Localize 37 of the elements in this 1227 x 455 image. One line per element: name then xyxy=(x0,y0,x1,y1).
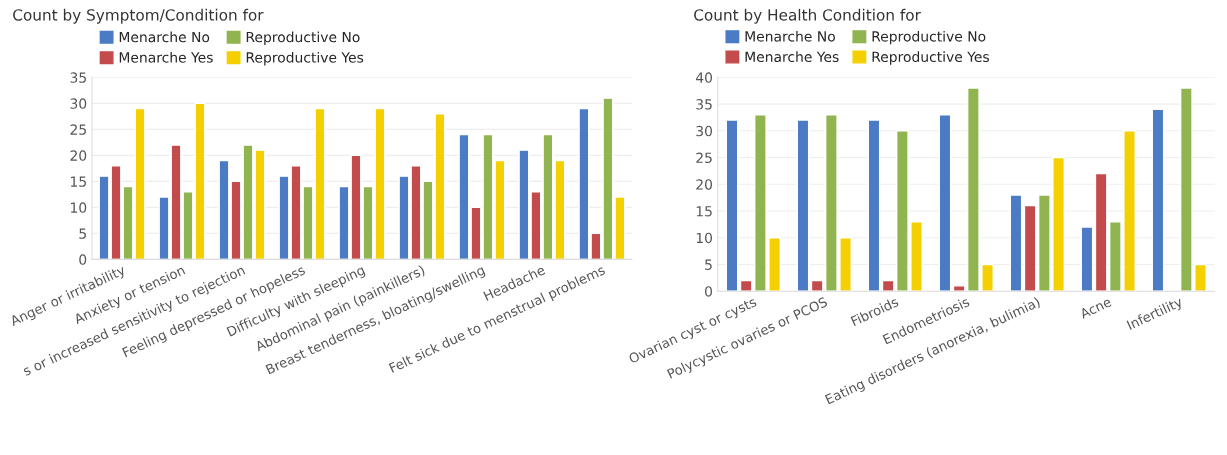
bar xyxy=(1080,226,1094,292)
legend-label: Reproductive No xyxy=(246,31,360,45)
y-tick-label: 15 xyxy=(696,206,712,217)
bar xyxy=(867,119,881,292)
legend-label: Menarche Yes xyxy=(119,51,213,63)
y-tick-label: 20 xyxy=(70,150,87,161)
y-tick-label: 25 xyxy=(70,124,86,135)
bar xyxy=(1151,108,1165,292)
bar xyxy=(938,114,952,292)
y-tick-label: 15 xyxy=(71,176,86,187)
bar xyxy=(725,119,739,292)
chart-title: Count by Symptom/Condition for xyxy=(13,8,264,24)
legend-label: Menarche No xyxy=(119,31,210,43)
y-tick-label: 10 xyxy=(71,202,87,213)
y-tick-label: 5 xyxy=(705,259,712,270)
y-tick-label: 30 xyxy=(70,98,87,109)
bar xyxy=(796,119,810,292)
y-tick-label: 35 xyxy=(696,99,712,110)
legend-label: Menarche No xyxy=(745,30,835,42)
bar xyxy=(182,191,194,260)
legend-label: Reproductive No xyxy=(872,30,986,45)
y-tick-label: 40 xyxy=(695,72,713,83)
bar xyxy=(194,102,206,260)
legend-label: Reproductive Yes xyxy=(246,51,364,66)
y-tick-label: 20 xyxy=(696,179,713,190)
bar xyxy=(1009,194,1023,292)
x-tick-label: Acne xyxy=(1079,296,1112,320)
legend-label: Menarche Yes xyxy=(745,51,839,63)
y-tick-label: 25 xyxy=(696,152,712,164)
chart-title: Count by Health Condition for xyxy=(694,8,921,24)
y-tick-label: 35 xyxy=(70,72,86,83)
y-tick-label: 10 xyxy=(696,232,713,244)
y-tick-label: 30 xyxy=(696,125,713,137)
y-tick-label: 5 xyxy=(79,228,86,239)
y-tick-label: 0 xyxy=(705,286,713,297)
y-tick-label: 0 xyxy=(79,254,87,265)
legend-label: Reproductive Yes xyxy=(872,51,989,65)
